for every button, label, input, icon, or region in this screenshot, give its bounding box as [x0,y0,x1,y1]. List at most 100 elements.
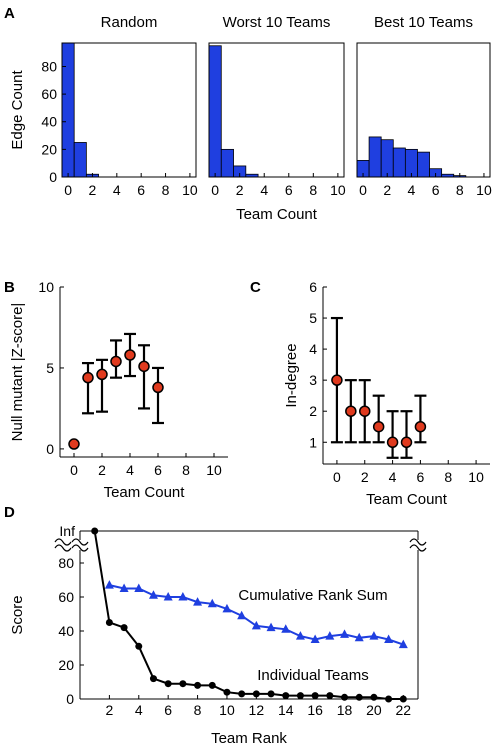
y-tick-label: 3 [309,372,317,388]
chart-title: Best 10 Teams [374,14,473,31]
series-marker [311,692,319,700]
x-tick-label: 10 [219,702,235,718]
x-tick-label: 8 [162,182,170,198]
y-tick-label: 0 [49,169,57,185]
x-tick-label: 4 [126,462,134,478]
series-marker [148,590,158,599]
y-tick-label: 10 [38,279,54,295]
y-tick-label: 80 [58,555,74,571]
series-label-individual: Individual Teams [257,667,368,684]
x-tick-label: 6 [164,702,172,718]
y-tick-label: 6 [309,279,317,295]
y-tick-label: 1 [309,434,317,450]
y-tick-label: 2 [309,403,317,419]
data-point [345,405,357,417]
x-tick-label: 10 [182,182,198,198]
x-tick-label: 2 [89,182,97,198]
y-tick-label: 0 [66,691,74,707]
x-tick-label: 4 [408,182,416,198]
histogram-worst-10-teams: Worst 10 Teams 0 2 4 6 8 10 Team Count [208,14,346,223]
y-tick-label: 20 [41,141,57,157]
series-marker [398,639,408,649]
y-tick-label: 5 [309,310,317,326]
series-marker [385,695,393,703]
series-marker [163,592,173,601]
x-tick-label: 2 [98,462,106,478]
data-point [372,420,385,433]
x-tick-label: 6 [285,182,293,198]
x-axis-label: Team Count [366,491,448,508]
data-point [152,381,164,394]
series-marker [355,693,363,701]
histogram-bar [380,139,394,178]
x-tick-label: 4 [135,702,143,718]
chart-title: Worst 10 Teams [223,14,331,31]
data-point [110,355,122,368]
series-marker [207,598,217,608]
series-marker [310,634,320,643]
y-tick-label: 4 [309,341,317,357]
histogram-bar [61,42,75,178]
x-tick-label: 2 [105,702,113,718]
series-marker [222,603,232,613]
x-tick-label: 10 [476,182,492,198]
data-point [82,371,94,384]
histogram-bar [417,151,430,178]
x-tick-label: 0 [64,182,72,198]
series-marker [105,619,113,626]
series-marker [267,690,275,698]
x-tick-label: 6 [154,462,162,478]
histogram-random: Random 0 2 4 6 8 10 0 20 40 60 80 Edge Count [9,14,198,198]
series-marker [399,695,407,703]
data-point [359,405,371,417]
y-tick-label: 60 [58,589,74,605]
series-marker [120,624,128,632]
series-marker [194,681,202,689]
series-marker [354,632,364,642]
series-marker [208,681,216,689]
series-line [93,530,404,700]
y-axis-label: Null mutant |Z-score| [9,303,26,442]
data-point [331,374,343,386]
x-tick-label: 2 [361,469,369,485]
x-tick-label: 6 [417,469,425,485]
axes-box [208,42,345,178]
series-marker [325,631,335,640]
x-tick-label: 8 [194,702,202,718]
series-label-cumulative: Cumulative Rank Sum [238,587,387,604]
x-tick-label: 8 [456,182,464,198]
panel-label-a: A [4,5,15,22]
in-degree-chart: 1 2 3 4 5 6 0 2 4 6 8 10 In-degree Team Count [283,279,490,508]
x-tick-label: 10 [206,462,222,478]
x-tick-label: 0 [359,182,367,198]
x-tick-label: 4 [113,182,121,198]
histogram-bar [368,136,382,178]
series-marker [340,629,350,638]
axis-break-mark-right [409,538,427,552]
series-marker [281,624,291,633]
y-tick-label: 40 [58,623,74,639]
series-marker [295,631,305,640]
x-tick-label: 8 [309,182,317,198]
score-by-team-rank-chart: Inf 0 20 40 60 80 2 4 6 8 10 12 14 16 18 20 22 Cumulative… [9,523,427,747]
axes-box [356,42,491,178]
series-marker [193,597,203,606]
x-tick-label: 12 [249,702,265,718]
x-axis-label: Team Rank [211,730,287,747]
x-tick-label: 2 [236,182,244,198]
x-tick-label: 0 [211,182,219,198]
histogram-best-10-teams: Best 10 Teams 0 2 4 6 8 10 [356,14,492,198]
x-tick-label: 0 [333,469,341,485]
y-tick-label: 80 [41,58,57,74]
series-marker [296,692,304,700]
series-marker [91,527,99,535]
x-tick-label: 4 [389,469,397,485]
x-tick-label: 20 [366,702,382,718]
x-tick-label: 16 [307,702,323,718]
series-marker [341,693,349,701]
y-tick-label: 0 [46,441,54,457]
series-marker [135,642,143,650]
series-marker [237,610,247,620]
axis-break-mark-label [54,538,72,552]
